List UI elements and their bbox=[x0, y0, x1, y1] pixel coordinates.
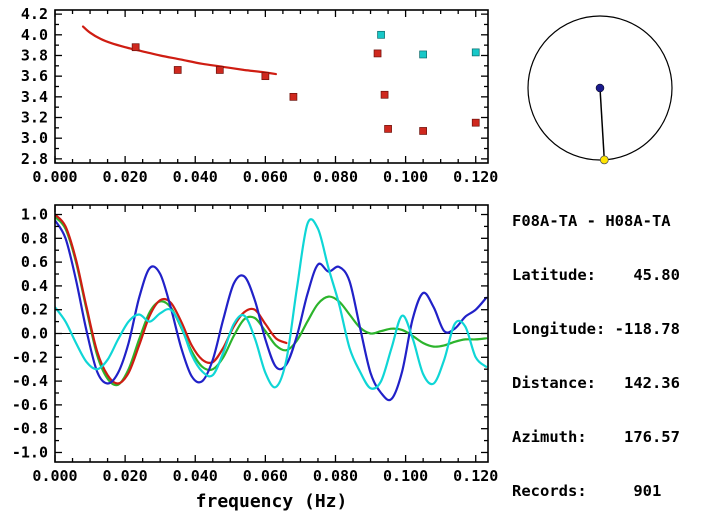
svg-text:3.0: 3.0 bbox=[21, 129, 48, 147]
svg-text:0.2: 0.2 bbox=[21, 301, 48, 319]
svg-text:0.040: 0.040 bbox=[173, 168, 218, 186]
svg-text:4.0: 4.0 bbox=[21, 26, 48, 44]
svg-text:0.000: 0.000 bbox=[32, 168, 77, 186]
svg-text:0.080: 0.080 bbox=[313, 168, 358, 186]
latitude-line: Latitude: 45.80 bbox=[512, 266, 680, 284]
svg-text:0.060: 0.060 bbox=[243, 467, 288, 485]
svg-text:0.000: 0.000 bbox=[32, 467, 77, 485]
svg-text:0.020: 0.020 bbox=[103, 168, 148, 186]
svg-text:0.120: 0.120 bbox=[453, 467, 498, 485]
distance-line: Distance: 142.36 bbox=[512, 374, 680, 392]
station-info-panel: F08A-TA - H08A-TA Latitude: 45.80 Longit… bbox=[512, 176, 680, 519]
svg-text:0.080: 0.080 bbox=[313, 467, 358, 485]
svg-text:0.0: 0.0 bbox=[21, 325, 48, 343]
svg-text:2.8: 2.8 bbox=[21, 150, 48, 168]
svg-text:-0.6: -0.6 bbox=[12, 396, 48, 414]
svg-text:0.6: 0.6 bbox=[21, 253, 48, 271]
svg-text:-0.4: -0.4 bbox=[12, 372, 48, 390]
svg-text:-0.2: -0.2 bbox=[12, 348, 48, 366]
svg-text:0.040: 0.040 bbox=[173, 467, 218, 485]
svg-text:0.100: 0.100 bbox=[383, 467, 428, 485]
svg-text:3.4: 3.4 bbox=[21, 88, 48, 106]
waveform-chart: 0.000 0.020 0.040 0.060 0.080 0.100 0.120 -1.0 -… bbox=[12, 204, 498, 512]
svg-text:3.8: 3.8 bbox=[21, 46, 48, 64]
svg-text:-1.0: -1.0 bbox=[12, 443, 48, 461]
azimuth-line: Azimuth: 176.57 bbox=[512, 428, 680, 446]
svg-text:4.2: 4.2 bbox=[21, 5, 48, 23]
svg-text:3.6: 3.6 bbox=[21, 67, 48, 85]
dispersion-chart: 0.000 0.020 0.040 0.060 0.080 0.100 0.120 2.8 3.… bbox=[21, 5, 498, 186]
svg-text:0.120: 0.120 bbox=[453, 168, 498, 186]
svg-text:0.100: 0.100 bbox=[383, 168, 428, 186]
records-line: Records: 901 bbox=[512, 482, 662, 500]
svg-text:0.020: 0.020 bbox=[103, 467, 148, 485]
svg-text:0.8: 0.8 bbox=[21, 229, 48, 247]
azimuth-circle-diagram bbox=[527, 15, 673, 165]
station-pair-label: F08A-TA - H08A-TA bbox=[512, 212, 671, 230]
svg-text:3.2: 3.2 bbox=[21, 109, 48, 127]
svg-text:-0.8: -0.8 bbox=[12, 420, 48, 438]
longitude-line: Longitude: -118.78 bbox=[512, 320, 680, 338]
svg-text:0.060: 0.060 bbox=[243, 168, 288, 186]
svg-text:0.4: 0.4 bbox=[21, 277, 48, 295]
svg-text:frequency (Hz): frequency (Hz) bbox=[196, 491, 348, 512]
svg-text:1.0: 1.0 bbox=[21, 206, 48, 224]
